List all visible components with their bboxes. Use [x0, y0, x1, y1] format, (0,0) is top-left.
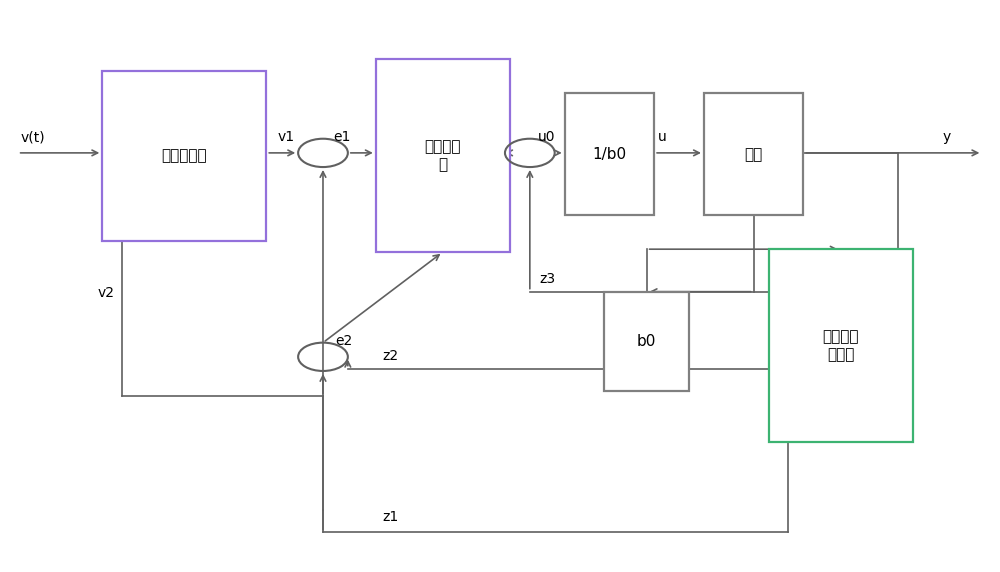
Text: u: u [658, 130, 667, 144]
Text: v(t): v(t) [21, 130, 45, 144]
Text: z2: z2 [383, 349, 399, 363]
Text: z3: z3 [540, 272, 556, 286]
Text: z1: z1 [383, 510, 399, 524]
Text: v2: v2 [97, 286, 114, 300]
FancyBboxPatch shape [376, 59, 510, 252]
Text: 1/b0: 1/b0 [592, 147, 626, 162]
Text: 扩张状态
观测器: 扩张状态 观测器 [822, 329, 859, 362]
FancyBboxPatch shape [769, 249, 913, 442]
FancyBboxPatch shape [604, 292, 689, 391]
FancyBboxPatch shape [704, 93, 803, 215]
FancyBboxPatch shape [102, 71, 266, 241]
Text: 非线性反
馈: 非线性反 馈 [425, 140, 461, 172]
Text: e1: e1 [333, 130, 350, 144]
Text: b0: b0 [637, 333, 656, 349]
Text: 模型: 模型 [744, 147, 763, 162]
Text: u0: u0 [538, 130, 555, 144]
Text: v1: v1 [278, 130, 295, 144]
Text: e2: e2 [335, 334, 352, 348]
FancyBboxPatch shape [565, 93, 654, 215]
Text: 跟踪微分器: 跟踪微分器 [161, 148, 207, 163]
Text: y: y [943, 130, 951, 144]
